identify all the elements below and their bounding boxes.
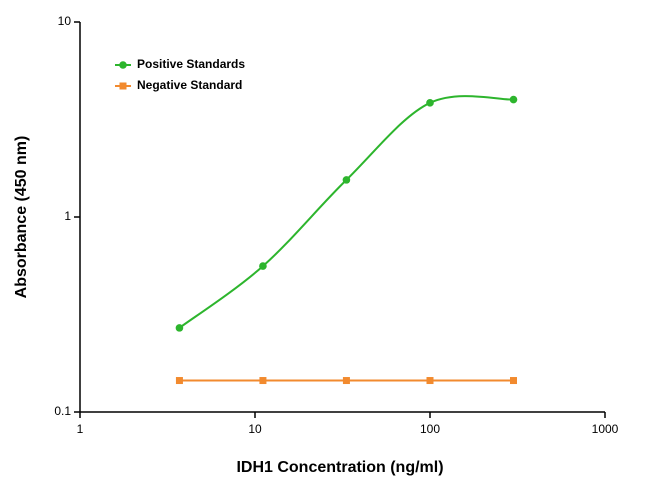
y-tick-label: 1 (64, 209, 71, 223)
marker (175, 324, 184, 332)
marker (175, 377, 183, 385)
marker (342, 176, 351, 184)
marker (259, 262, 267, 270)
series-line (178, 95, 514, 329)
x-tick-label: 100 (420, 422, 440, 436)
y-axis-title: Absorbance (450 nm) (13, 136, 30, 299)
marker (342, 377, 350, 385)
x-tick-label: 1000 (592, 422, 619, 436)
x-axis-title: IDH1 Concentration (ng/ml) (236, 459, 443, 476)
legend-marker (119, 61, 127, 69)
x-tick-label: 1 (77, 422, 84, 436)
marker (509, 377, 517, 385)
marker (426, 99, 434, 107)
marker (426, 377, 434, 385)
marker (259, 377, 267, 385)
y-tick-label: 10 (58, 14, 72, 28)
legend-marker (119, 82, 127, 90)
x-tick-label: 10 (248, 422, 262, 436)
legend-text: Negative Standard (137, 78, 242, 92)
legend-text: Positive Standards (137, 57, 245, 71)
y-tick-label: 0.1 (54, 404, 71, 418)
marker (509, 95, 518, 104)
